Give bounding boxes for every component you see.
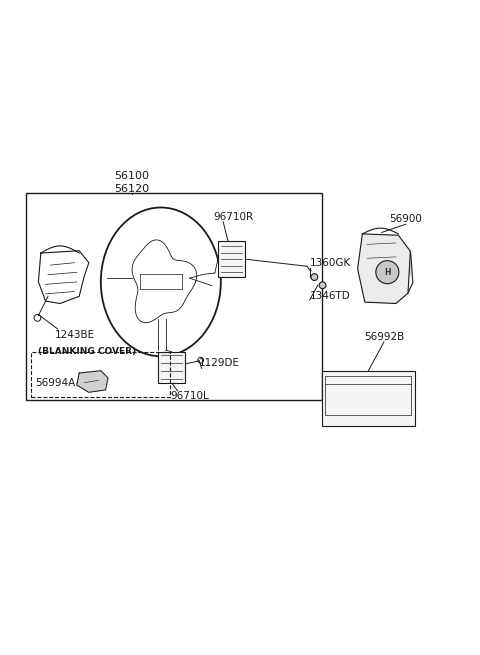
Polygon shape [358, 234, 410, 303]
Polygon shape [77, 371, 108, 392]
Text: 96710R: 96710R [214, 212, 254, 222]
Circle shape [311, 274, 318, 280]
Bar [158, 352, 185, 383]
Text: 56120: 56120 [114, 184, 150, 194]
Text: 1360GK: 1360GK [310, 257, 351, 267]
Bar [31, 352, 170, 397]
Text: H: H [384, 268, 391, 276]
Text: 56100: 56100 [115, 171, 149, 181]
Polygon shape [408, 252, 413, 293]
Circle shape [319, 282, 326, 289]
Bar [26, 193, 322, 400]
Text: 1243BE: 1243BE [55, 330, 96, 340]
Circle shape [376, 261, 399, 284]
Text: 56992B: 56992B [364, 332, 404, 342]
Bar [322, 371, 415, 426]
Text: (BLANKING COVER): (BLANKING COVER) [38, 347, 136, 356]
Bar [325, 375, 411, 415]
Text: 1346TD: 1346TD [310, 291, 350, 301]
Text: 56900: 56900 [389, 214, 422, 224]
Text: 1129DE: 1129DE [199, 358, 240, 368]
Text: 96710L: 96710L [170, 391, 209, 401]
Bar [218, 241, 245, 277]
Text: 56994A: 56994A [35, 378, 75, 388]
